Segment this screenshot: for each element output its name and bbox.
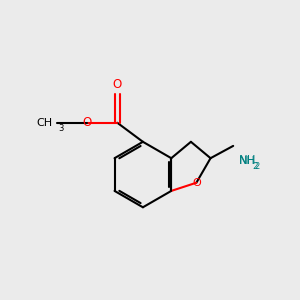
Text: NH: NH [238, 154, 256, 167]
Text: O: O [82, 116, 92, 129]
Text: 2: 2 [254, 162, 260, 171]
Text: NH: NH [238, 156, 255, 166]
Text: O: O [192, 178, 201, 188]
Text: 3: 3 [58, 124, 64, 133]
Text: 2: 2 [253, 162, 258, 171]
Text: CH: CH [36, 118, 52, 128]
Text: O: O [112, 78, 122, 92]
